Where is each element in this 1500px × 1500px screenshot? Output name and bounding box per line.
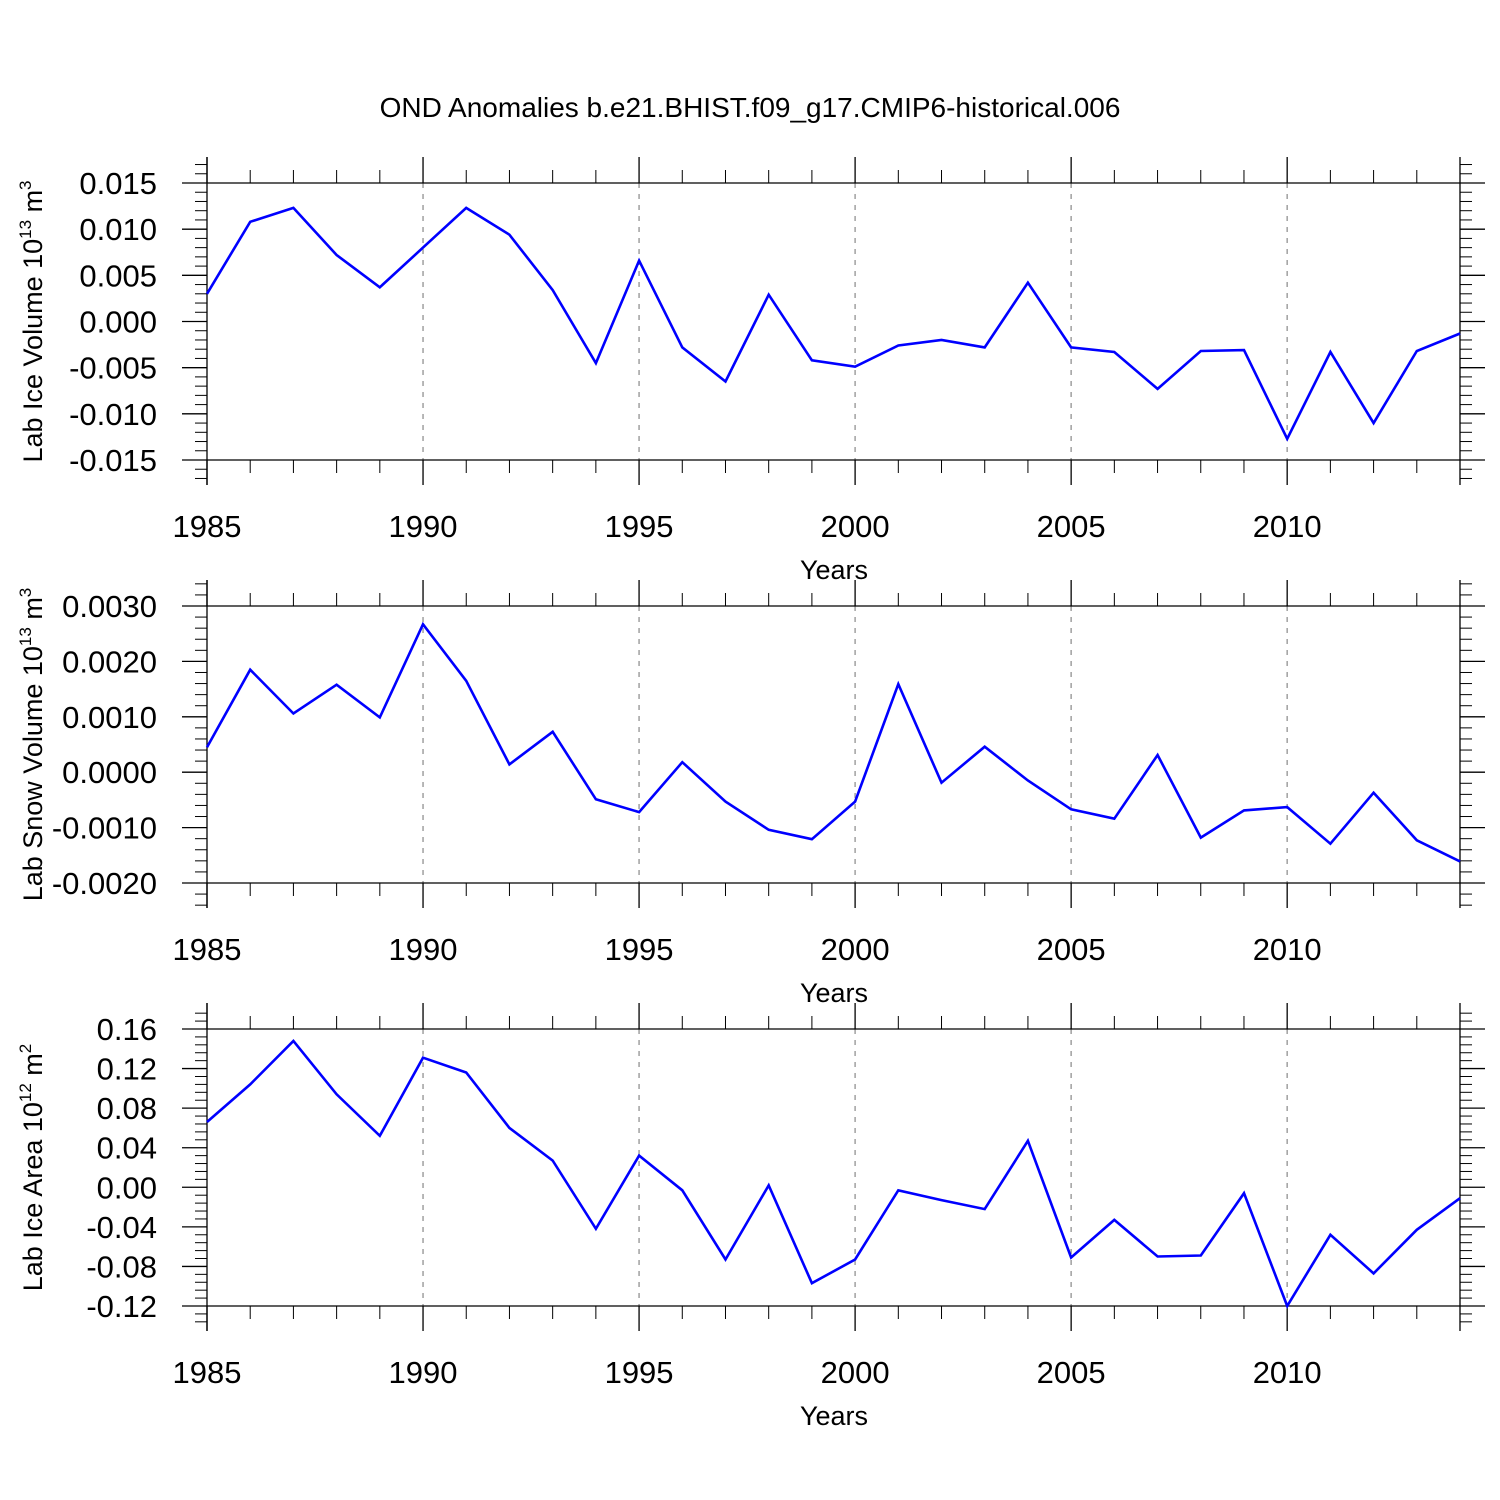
y-tick-label: 0.0010 — [62, 700, 157, 735]
x-tick-label: 2005 — [1037, 509, 1106, 544]
figure-title: OND Anomalies b.e21.BHIST.f09_g17.CMIP6-… — [379, 92, 1121, 123]
y-tick-label: -0.015 — [69, 443, 157, 478]
y-axis-label: Lab Ice Volume 1013 m3 — [16, 180, 48, 462]
y-tick-label: 0.0000 — [62, 755, 157, 790]
x-tick-label: 1995 — [605, 509, 674, 544]
y-axis-label: Lab Ice Area 1012 m2 — [16, 1044, 48, 1292]
y-tick-label: -0.010 — [69, 397, 157, 432]
y-tick-label: 0.010 — [79, 212, 157, 247]
x-tick-label: 1990 — [389, 932, 458, 967]
x-tick-label: 1985 — [173, 1355, 242, 1390]
y-tick-label: 0.04 — [97, 1131, 157, 1166]
y-tick-label: 0.005 — [79, 258, 157, 293]
y-tick-label: -0.12 — [86, 1289, 157, 1324]
x-tick-label: 2005 — [1037, 932, 1106, 967]
y-tick-label: -0.005 — [69, 351, 157, 386]
x-axis-label: Years — [800, 555, 868, 585]
y-tick-label: 0.0030 — [62, 589, 157, 624]
y-tick-label: 0.12 — [97, 1052, 157, 1087]
x-tick-label: 2000 — [821, 509, 890, 544]
x-axis-label: Years — [800, 978, 868, 1008]
x-tick-label: 1995 — [605, 932, 674, 967]
snow-volume-panel: 0.0030 0.0020 0.0010 0.0000 -0.0010 -0.0020 19… — [16, 580, 1485, 1008]
y-tick-label: 0.00 — [97, 1170, 157, 1205]
y-tick-label: 0.015 — [79, 166, 157, 201]
series-line — [205, 621, 1461, 863]
x-tick-label: 2010 — [1253, 932, 1322, 967]
y-tick-label: -0.08 — [86, 1249, 157, 1284]
x-tick-label: 2000 — [821, 932, 890, 967]
x-tick-label: 2000 — [821, 1355, 890, 1390]
y-tick-label: 0.16 — [97, 1012, 157, 1047]
x-tick-label: 1990 — [389, 509, 458, 544]
x-axis-label: Years — [800, 1401, 868, 1431]
y-tick-label: 0.000 — [79, 305, 157, 340]
series-line — [205, 206, 1461, 442]
y-tick-label: 0.0020 — [62, 644, 157, 679]
x-tick-label: 1985 — [173, 509, 242, 544]
ice-volume-panel: 0.015 0.010 0.005 0.000 -0.005 -0.010 -0.015 19… — [16, 157, 1485, 585]
x-tick-label: 2005 — [1037, 1355, 1106, 1390]
y-axis-label: Lab Snow Volume 1013 m3 — [16, 588, 48, 902]
y-tick-label: -0.0020 — [52, 866, 157, 901]
x-tick-label: 2010 — [1253, 509, 1322, 544]
y-tick-label: -0.04 — [86, 1210, 157, 1245]
y-tick-label: -0.0010 — [52, 811, 157, 846]
x-tick-label: 2010 — [1253, 1355, 1322, 1390]
y-axis-label-text: Lab Snow Volume 1013 m3 — [16, 588, 48, 902]
ice-area-panel: 0.16 0.12 0.08 0.04 0.00 -0.04 -0.08 -0.12 1985 1… — [16, 1003, 1485, 1431]
y-tick-label: 0.08 — [97, 1091, 157, 1126]
series-line — [206, 1038, 1461, 1309]
y-axis-label-text: Lab Ice Area 1012 m2 — [16, 1044, 48, 1292]
x-tick-label: 1985 — [173, 932, 242, 967]
y-axis-label-text: Lab Ice Volume 1013 m3 — [16, 180, 48, 462]
x-tick-label: 1995 — [605, 1355, 674, 1390]
x-tick-label: 1990 — [389, 1355, 458, 1390]
